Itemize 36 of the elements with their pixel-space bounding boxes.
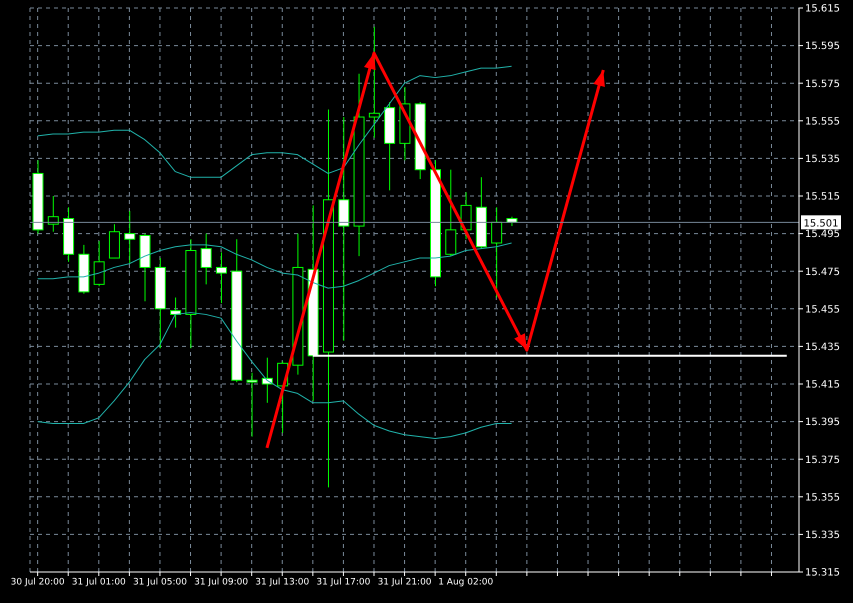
y-tick-label: 15.595 [805, 41, 840, 52]
y-tick-label: 15.515 [805, 192, 840, 203]
x-tick-label: 31 Jul 13:00 [255, 577, 310, 588]
y-tick-label: 15.375 [805, 454, 840, 466]
y-tick-label: 15.495 [805, 229, 840, 240]
y-tick-label: 15.575 [805, 78, 840, 90]
x-tick-label: 1 Aug 02:00 [438, 577, 494, 588]
candlestick [124, 210, 136, 264]
candlestick [491, 206, 502, 298]
candlestick [170, 297, 182, 328]
y-tick-label: 15.395 [805, 417, 840, 428]
y-tick-label: 15.615 [805, 4, 840, 15]
candlestick [368, 26, 380, 138]
y-tick-label: 15.335 [805, 530, 840, 541]
y-tick-label: 15.355 [805, 492, 840, 504]
x-tick-label: 31 Jul 01:00 [72, 577, 126, 588]
line-series [265, 52, 605, 450]
candlestick [246, 372, 258, 438]
line-series [37, 66, 512, 178]
y-tick-label: 15.415 [805, 380, 840, 391]
ref-line-label: 15.501 [804, 218, 838, 230]
y-tick-label: 15.435 [805, 342, 840, 353]
line-series [37, 242, 512, 289]
y-tick-label: 15.315 [805, 568, 840, 579]
x-tick-label: 31 Jul 17:00 [316, 577, 371, 588]
candlestick [216, 252, 227, 304]
y-tick-label: 15.535 [805, 154, 840, 165]
candlestick [94, 240, 105, 287]
y-tick-label: 15.555 [805, 116, 840, 128]
x-tick-label: 30 Jul 20:00 [10, 577, 65, 588]
y-tick-label: 15.475 [805, 266, 840, 278]
x-tick-label: 31 Jul 21:00 [378, 577, 432, 588]
y-tick-label: 15.455 [805, 304, 840, 316]
x-tick-label: 31 Jul 05:00 [132, 577, 188, 588]
x-tick-label: 31 Jul 09:00 [194, 577, 248, 588]
candlestick [200, 233, 212, 285]
